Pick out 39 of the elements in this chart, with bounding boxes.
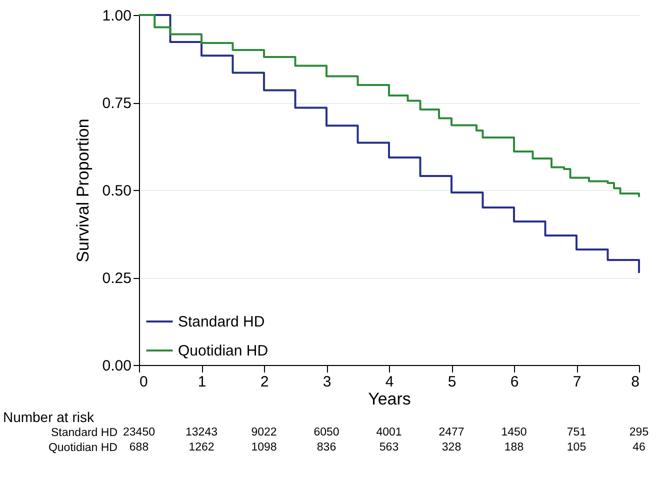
text: 4001: [376, 426, 402, 438]
y-tick-label: 1.00: [102, 8, 132, 24]
text: 751: [566, 426, 586, 438]
text: 563: [379, 442, 399, 454]
x-tick-label: 3: [322, 374, 332, 390]
text: Standard HD: [51, 427, 118, 439]
text: 23450: [123, 426, 155, 438]
y-axis-title: Survival Proportion: [73, 118, 92, 262]
text: 1098: [251, 442, 277, 454]
text: 46: [632, 442, 646, 454]
x-tick-label: 6: [510, 374, 519, 390]
text: 188: [504, 442, 524, 454]
text: 9022: [251, 426, 277, 438]
legend-label: Standard HD: [178, 314, 265, 330]
x-tick-label: 1: [198, 374, 206, 390]
text: Number at risk: [2, 409, 95, 425]
text: Quotidian HD: [48, 442, 118, 454]
x-tick-label: 4: [385, 374, 394, 390]
text: 1262: [188, 442, 214, 454]
y-tick-label: 0.00: [102, 358, 132, 374]
text: 105: [566, 442, 586, 454]
x-tick-label: 7: [572, 374, 582, 390]
x-axis-title: Years: [368, 390, 411, 408]
y-tick-label: 0.50: [102, 182, 132, 200]
legend-label: Quotidian HD: [178, 342, 268, 360]
text: 295: [629, 426, 649, 438]
text: 1450: [501, 426, 527, 438]
text: 328: [442, 442, 462, 454]
x-tick-label: 5: [448, 374, 456, 390]
text: 13243: [186, 426, 218, 438]
text: 836: [316, 442, 336, 454]
y-tick-label: 0.25: [102, 270, 132, 287]
text: 6050: [314, 426, 340, 438]
text: 2477: [438, 426, 464, 438]
y-tick-label: 0.75: [102, 95, 132, 112]
x-tick-label: 2: [260, 374, 269, 390]
x-tick-label: 8: [631, 374, 640, 390]
text: 688: [129, 442, 149, 454]
x-tick-label: 0: [140, 374, 148, 390]
